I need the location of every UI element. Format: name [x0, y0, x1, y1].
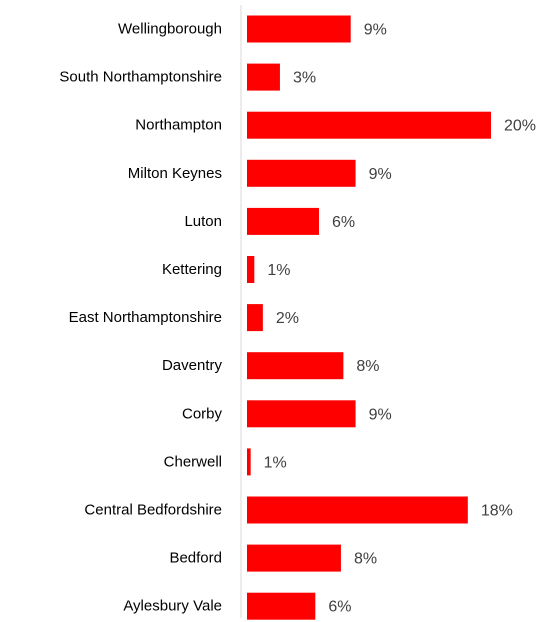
- bar: [247, 496, 468, 524]
- data-label: 8%: [356, 358, 379, 375]
- category-label: Aylesbury Vale: [123, 598, 222, 615]
- bar: [247, 111, 491, 139]
- category-label: Daventry: [162, 357, 223, 374]
- data-label: 1%: [264, 454, 287, 471]
- category-label: South Northamptonshire: [59, 69, 222, 86]
- data-label: 9%: [369, 166, 392, 183]
- category-label: Wellingborough: [118, 21, 222, 38]
- category-label: East Northamptonshire: [69, 309, 222, 326]
- bar: [247, 352, 344, 380]
- data-label: 8%: [354, 551, 377, 568]
- bar: [247, 63, 280, 91]
- category-label: Corby: [182, 405, 223, 422]
- data-label: 6%: [332, 214, 355, 231]
- data-label: 9%: [369, 406, 392, 423]
- category-label: Bedford: [169, 550, 222, 567]
- bar: [247, 448, 251, 476]
- data-label: 9%: [364, 22, 387, 39]
- data-label: 20%: [504, 118, 536, 135]
- data-label: 2%: [276, 310, 299, 327]
- data-label: 1%: [267, 262, 290, 279]
- category-label: Cherwell: [164, 453, 222, 470]
- bar: [247, 207, 319, 235]
- bar: [247, 592, 316, 620]
- bar: [247, 15, 351, 43]
- category-label: Kettering: [162, 261, 222, 278]
- category-label: Luton: [184, 213, 222, 230]
- data-label: 6%: [328, 599, 351, 616]
- category-label: Milton Keynes: [128, 165, 222, 182]
- data-label: 18%: [481, 503, 513, 520]
- bar: [247, 256, 255, 283]
- bar: [247, 400, 356, 428]
- bar: [247, 544, 341, 572]
- category-label: Northampton: [135, 117, 222, 134]
- bar: [247, 159, 356, 187]
- bar: [247, 304, 263, 332]
- data-label: 3%: [293, 70, 316, 87]
- category-label: Central Bedfordshire: [84, 502, 222, 519]
